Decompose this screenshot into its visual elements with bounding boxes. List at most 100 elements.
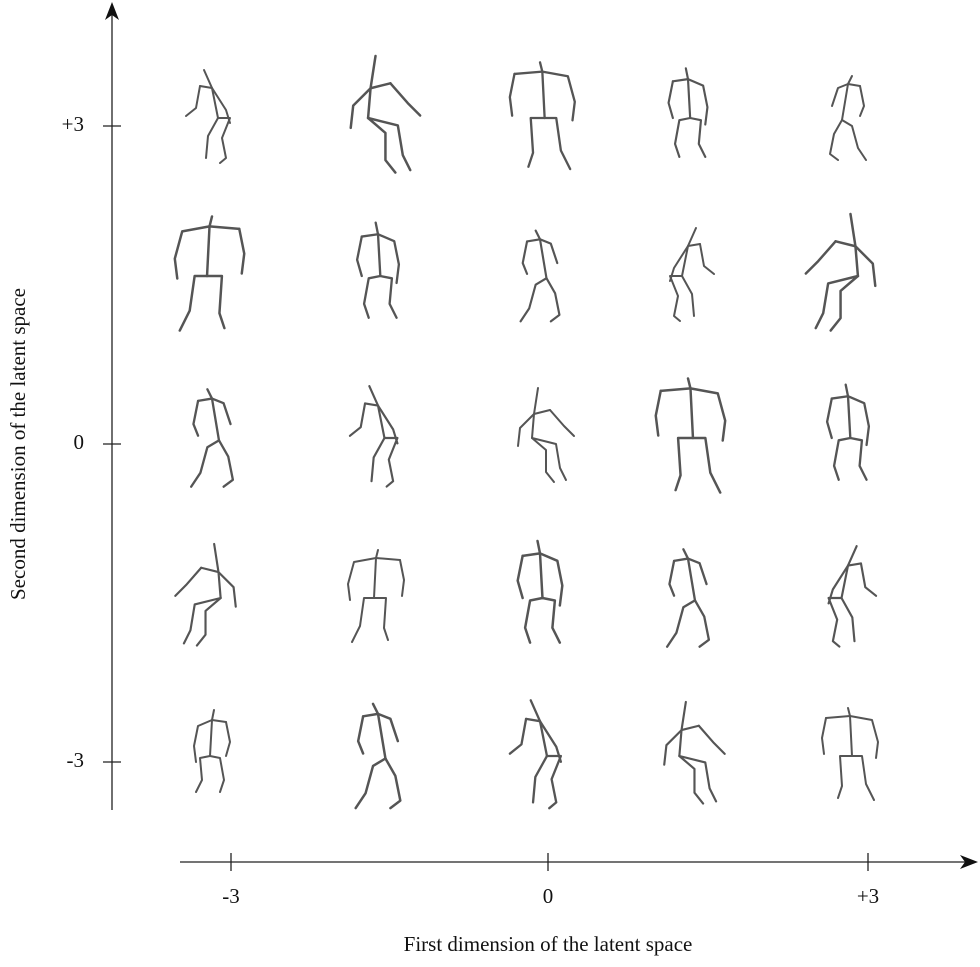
limb [672,557,708,586]
stick-figure [354,702,402,810]
stick-figure [508,699,563,810]
stick-figure [825,383,871,481]
limb [669,275,683,322]
limb [831,83,861,107]
limb [830,395,871,447]
limb [195,755,211,793]
limb [366,116,397,174]
limb [348,402,367,437]
limb [859,85,865,117]
limb [209,755,225,793]
limb [859,562,878,597]
stick-figure [669,227,715,322]
y-tick-label: +3 [62,112,84,136]
limb [366,116,412,172]
limb [691,436,722,494]
limb [840,596,856,643]
limb [829,274,860,332]
stick-figure [347,549,405,643]
stick-figure [829,75,867,161]
limb [665,599,697,648]
stick-figure [663,700,726,805]
limb [536,539,544,600]
limb [671,78,709,126]
limb [674,436,695,492]
limb [678,754,705,805]
limb [373,597,389,641]
limb [508,717,528,755]
limb [521,240,529,275]
limb [238,227,246,275]
stick-figure [355,221,401,319]
limb [844,383,852,440]
limb [354,757,387,810]
limb [199,85,231,124]
stick-figure [827,545,878,648]
x-tick-label: 0 [543,884,554,908]
limb [523,596,544,644]
limb [527,116,546,168]
limb [361,712,400,743]
limb [531,754,549,804]
limb [681,275,695,317]
limb [825,397,833,440]
limb [195,596,222,647]
limb [360,233,401,285]
stick-figure [804,212,877,332]
limb [543,116,572,171]
stick-figure [174,542,237,647]
x-axis-title: First dimension of the latent space [404,932,693,956]
stick-figure [516,539,564,644]
y-axis-arrow [105,2,119,20]
y-tick-label: -3 [67,748,85,772]
x-tick-label: +3 [857,884,879,908]
y-axis-title: Second dimension of the latent space [6,288,30,600]
limb [383,436,399,488]
limb [804,240,837,275]
limb [678,754,718,803]
limb [693,599,711,648]
stick-figure [665,548,711,648]
limb [516,554,524,600]
limb [545,277,561,323]
limb [206,388,221,442]
limb [545,754,563,810]
limb [355,235,363,278]
limb [196,397,232,426]
limb [659,387,727,442]
limb [399,559,405,597]
limb [519,277,548,323]
limb [827,562,863,605]
stick-figure [508,61,576,171]
limb [814,274,860,330]
limb [349,82,392,130]
stick-figure [349,54,422,174]
limb [667,80,674,120]
limb [663,724,700,766]
limb [508,72,516,117]
limb [541,596,562,644]
stick-figure [517,387,575,483]
limb [371,702,387,760]
limb [178,274,209,332]
limb [217,117,231,164]
limb [531,437,555,483]
x-tick-label: -3 [222,884,240,908]
limb [374,221,382,278]
limb [825,715,879,759]
limb [697,724,726,755]
limb [200,566,237,608]
limb [513,70,576,122]
limb [827,596,843,648]
limb [356,715,365,755]
limb [837,755,853,799]
limb [699,243,715,275]
stick-figure [193,709,231,793]
limb [668,559,676,597]
limb [834,240,877,288]
limb [832,436,852,481]
limb [174,566,203,597]
limb [205,117,219,159]
limb [841,119,867,161]
